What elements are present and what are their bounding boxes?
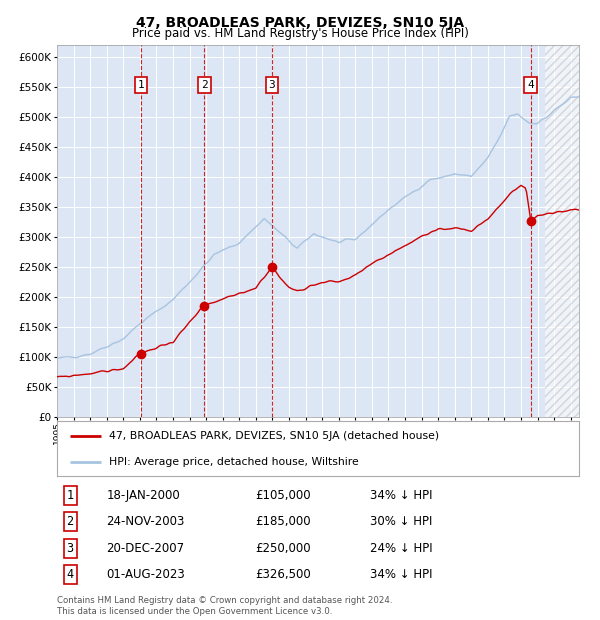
- Bar: [545, 45, 579, 417]
- Text: £185,000: £185,000: [256, 515, 311, 528]
- Text: 47, BROADLEAS PARK, DEVIZES, SN10 5JA (detached house): 47, BROADLEAS PARK, DEVIZES, SN10 5JA (d…: [109, 432, 439, 441]
- Text: 1: 1: [67, 489, 74, 502]
- Text: Contains HM Land Registry data © Crown copyright and database right 2024.
This d: Contains HM Land Registry data © Crown c…: [57, 596, 392, 616]
- Text: 4: 4: [67, 568, 74, 581]
- Text: 01-AUG-2023: 01-AUG-2023: [107, 568, 185, 581]
- Text: £105,000: £105,000: [256, 489, 311, 502]
- Text: £326,500: £326,500: [256, 568, 311, 581]
- Text: 24-NOV-2003: 24-NOV-2003: [107, 515, 185, 528]
- Text: 24% ↓ HPI: 24% ↓ HPI: [370, 542, 433, 555]
- Text: 34% ↓ HPI: 34% ↓ HPI: [370, 489, 433, 502]
- Text: 34% ↓ HPI: 34% ↓ HPI: [370, 568, 433, 581]
- Text: 20-DEC-2007: 20-DEC-2007: [107, 542, 185, 555]
- Text: 1: 1: [137, 80, 144, 90]
- Text: 2: 2: [201, 80, 208, 90]
- Text: 30% ↓ HPI: 30% ↓ HPI: [370, 515, 433, 528]
- Text: 2: 2: [67, 515, 74, 528]
- Text: 4: 4: [527, 80, 534, 90]
- Text: 18-JAN-2000: 18-JAN-2000: [107, 489, 181, 502]
- Text: HPI: Average price, detached house, Wiltshire: HPI: Average price, detached house, Wilt…: [109, 457, 359, 467]
- Text: 3: 3: [269, 80, 275, 90]
- Text: £250,000: £250,000: [256, 542, 311, 555]
- Text: Price paid vs. HM Land Registry's House Price Index (HPI): Price paid vs. HM Land Registry's House …: [131, 27, 469, 40]
- Text: 47, BROADLEAS PARK, DEVIZES, SN10 5JA: 47, BROADLEAS PARK, DEVIZES, SN10 5JA: [136, 16, 464, 30]
- Text: 3: 3: [67, 542, 74, 555]
